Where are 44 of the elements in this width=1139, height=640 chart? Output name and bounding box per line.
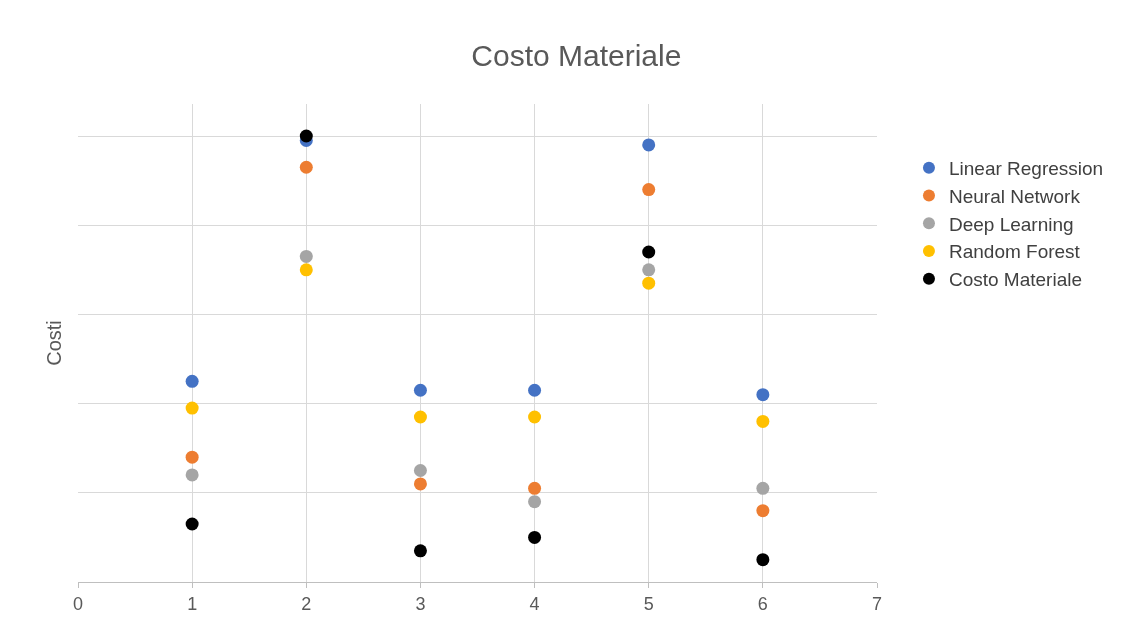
legend-label: Neural Network bbox=[948, 185, 1081, 207]
point bbox=[528, 481, 542, 495]
point bbox=[528, 383, 542, 397]
x-tick-label: 4 bbox=[529, 593, 540, 614]
x-tick-label: 3 bbox=[415, 593, 426, 614]
point bbox=[528, 410, 542, 424]
point bbox=[413, 544, 427, 558]
point bbox=[756, 388, 770, 402]
point bbox=[756, 553, 770, 567]
x-tick-label: 7 bbox=[871, 593, 883, 614]
point bbox=[185, 517, 199, 531]
point bbox=[299, 160, 313, 174]
point bbox=[642, 263, 656, 277]
point bbox=[185, 374, 199, 388]
point bbox=[642, 245, 656, 259]
legend-label: Deep Learning bbox=[948, 213, 1074, 235]
x-tick-label: 2 bbox=[301, 593, 312, 614]
point bbox=[185, 401, 199, 415]
legend-label: Linear Regression bbox=[948, 158, 1104, 180]
point bbox=[413, 477, 427, 491]
y-axis-title: Costi bbox=[42, 320, 65, 366]
x-tick-label: 6 bbox=[757, 593, 768, 614]
point bbox=[642, 276, 656, 290]
point bbox=[756, 481, 770, 495]
x-tick-label: 1 bbox=[187, 593, 198, 614]
point bbox=[185, 468, 199, 482]
point bbox=[528, 495, 542, 509]
point bbox=[299, 129, 313, 143]
point bbox=[299, 249, 313, 263]
point bbox=[299, 263, 313, 277]
point bbox=[413, 383, 427, 397]
point bbox=[413, 464, 427, 477]
legend-label: Random Forest bbox=[948, 241, 1081, 263]
point bbox=[756, 414, 770, 428]
x-tick-label: 5 bbox=[643, 593, 654, 614]
point bbox=[528, 530, 542, 544]
point bbox=[413, 410, 427, 424]
point bbox=[642, 183, 656, 197]
legend-label: Costo Materiale bbox=[948, 269, 1083, 291]
point bbox=[756, 504, 770, 518]
chart-title: Costo Materiale bbox=[471, 38, 682, 72]
point bbox=[185, 450, 199, 464]
point bbox=[642, 138, 656, 152]
x-tick-label: 0 bbox=[72, 593, 84, 614]
